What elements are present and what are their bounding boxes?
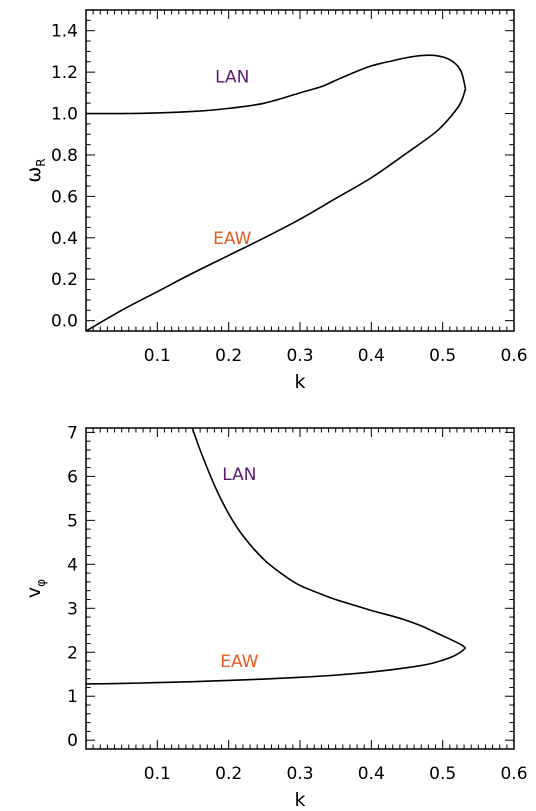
y-axis-label: vφ: [23, 579, 48, 598]
x-tick-label: 0.2: [215, 346, 242, 366]
series-line-eaw-branch: [86, 647, 467, 685]
y-tick-label: 3: [67, 599, 78, 619]
y-axis-label-subscript: R: [34, 158, 48, 166]
x-tick-label: 0.4: [358, 346, 385, 366]
y-tick-label: 7: [67, 423, 78, 443]
x-tick-label: 0.2: [215, 764, 242, 784]
x-tick-label: 0.5: [429, 346, 456, 366]
x-axis-label: k: [294, 789, 305, 811]
x-tick-label: 0.3: [286, 346, 313, 366]
x-tick-label: 0.6: [500, 764, 527, 784]
series-line-eaw-branch: [86, 88, 467, 331]
y-axis-label-main: v: [23, 587, 45, 598]
chart-top-omega: 0.1 0.2 0.3 0.4 0.5 0.6 0.0 0.2 0.4 0.6 0.8 1.0 1.2 1…: [23, 9, 528, 393]
plot-frame: [85, 9, 515, 332]
y-tick-label: 5: [67, 511, 78, 531]
y-tick-label: 2: [67, 643, 78, 663]
y-tick-label: 0.8: [51, 146, 78, 166]
y-tick-label: 4: [67, 555, 78, 575]
annotation-lan: LAN: [222, 465, 256, 485]
y-tick-label: 1.4: [51, 22, 78, 42]
y-tick-label: 0.2: [51, 270, 78, 290]
x-tick-label: 0.1: [144, 346, 171, 366]
x-tick-label: 0.1: [144, 764, 171, 784]
y-axis-label-subscript: φ: [34, 579, 48, 587]
x-tick-label: 0.6: [500, 346, 527, 366]
y-axis-label-main: ω: [23, 167, 45, 183]
chart-bottom-phase-velocity: 0.1 0.2 0.3 0.4 0.5 0.6 0 1 2 3 4 5 6 7 k vφ LAN EAW: [23, 423, 528, 811]
y-tick-label: 1: [67, 687, 78, 707]
x-tick-label: 0.5: [429, 764, 456, 784]
y-tick-label: 0.6: [51, 187, 78, 207]
y-tick-label: 0: [67, 731, 78, 751]
annotation-eaw: EAW: [213, 229, 251, 249]
x-tick-label: 0.4: [358, 764, 385, 784]
plot-frame: [85, 427, 515, 750]
x-axis-label: k: [294, 371, 305, 393]
y-tick-label: 0.0: [51, 312, 78, 332]
series-line-lan-branch: [86, 54, 467, 115]
annotation-lan: LAN: [215, 67, 249, 87]
x-tick-label: 0.3: [286, 764, 313, 784]
y-axis-label: ωR: [23, 158, 48, 182]
y-tick-label: 1.0: [51, 105, 78, 125]
series-line-lan-branch: [191, 428, 466, 649]
y-tick-label: 0.4: [51, 229, 78, 249]
y-tick-label: 1.2: [51, 63, 78, 83]
annotation-eaw: EAW: [220, 652, 258, 672]
y-tick-label: 6: [67, 467, 78, 487]
